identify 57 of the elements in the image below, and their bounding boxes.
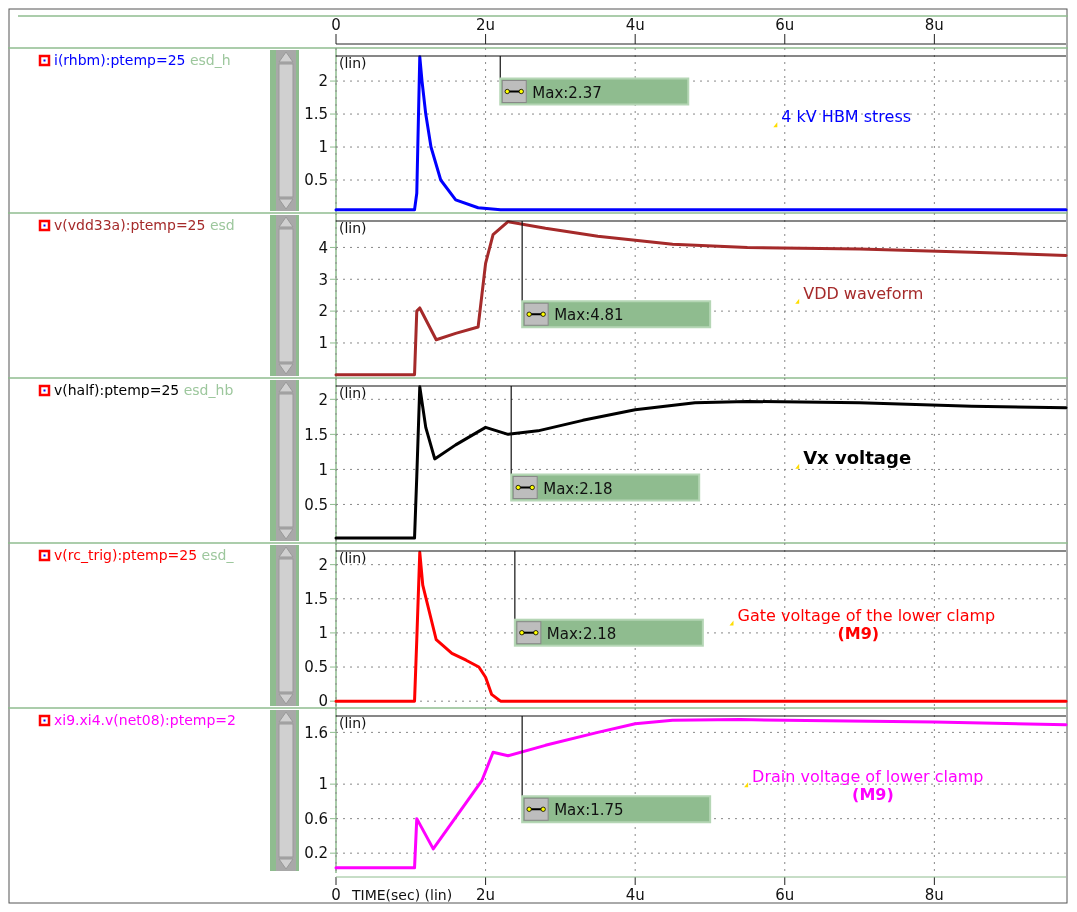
- line-series: [334, 220, 1068, 377]
- line-series: [334, 55, 1068, 212]
- y-tick-label: 4: [318, 238, 328, 257]
- x-tick-label: 0: [331, 886, 341, 904]
- y-tick-label: 2: [318, 390, 328, 409]
- x-tick-label: 2u: [476, 886, 496, 904]
- legend-label: i(rhbm):ptemp=25 esd_h: [54, 52, 231, 68]
- y-axis-title: (lin): [339, 550, 367, 566]
- annotation: Max:1.75: [554, 801, 624, 820]
- y-tick-label: 0.5: [304, 658, 328, 677]
- y-tick-label: 3: [318, 270, 328, 289]
- annotation: Max:2.18: [543, 479, 613, 498]
- text: v(vdd33a):ptemp=25 esd: [54, 217, 235, 233]
- y-tick-label: 1: [318, 460, 328, 479]
- line-series: [334, 717, 1068, 870]
- y-tick-label: 0.5: [304, 171, 328, 190]
- y-tick-label: 0.5: [304, 495, 328, 514]
- line-series: [334, 550, 1068, 703]
- y-tick-label: 1.5: [304, 425, 328, 444]
- x2-tick-label: 8u: [924, 16, 944, 34]
- annotation: Max:2.37: [532, 83, 602, 102]
- annotation: 4 kV HBM stress: [781, 107, 912, 127]
- text: v(half):ptemp=25 esd_hb: [54, 382, 234, 398]
- y-tick-label: 1: [318, 775, 328, 794]
- y-tick-label: 1.5: [304, 105, 328, 124]
- y-tick-label: 1: [318, 624, 328, 643]
- x-tick-label: 6u: [775, 886, 795, 904]
- line-series: [334, 385, 1068, 540]
- annotation: Drain voltage of lower clamp (M9): [752, 767, 984, 805]
- x2-tick-label: 2u: [476, 16, 496, 34]
- y-tick-label: 0: [318, 692, 328, 711]
- x2-tick-label: 6u: [775, 16, 795, 34]
- annotation: Max:2.18: [546, 624, 617, 643]
- y-tick-label: 0.2: [304, 844, 328, 863]
- y-tick-label: 0.6: [304, 809, 328, 828]
- annotation: VDD waveform: [803, 283, 924, 303]
- x2-tick-label: 0: [331, 16, 341, 34]
- x-tick-label: 4u: [625, 886, 645, 904]
- y-axis-title: (lin): [339, 385, 367, 401]
- y-tick-label: 2: [318, 72, 328, 91]
- y-tick-label: 1: [318, 138, 328, 157]
- y-tick-label: 1.6: [304, 723, 328, 742]
- x-axis-title: TIME(sec) (lin): [351, 887, 453, 903]
- annotation: Vx voltage: [803, 446, 912, 468]
- y-axis-title: (lin): [339, 55, 367, 71]
- annotation: Max:4.81: [554, 306, 624, 325]
- x2-tick-label: 4u: [625, 16, 645, 34]
- y-tick-label: 2: [318, 555, 328, 574]
- x-tick-label: 8u: [924, 886, 944, 904]
- y-tick-label: 1: [318, 334, 328, 353]
- text: xi9.xi4.v(net08):ptemp=2: [54, 712, 236, 728]
- legend-label: v(rc_trig):ptemp=25 esd_: [54, 547, 235, 563]
- y-tick-label: 1.5: [304, 590, 328, 609]
- annotation: Gate voltage of the lower clamp (M9): [737, 605, 996, 643]
- y-tick-label: 2: [318, 302, 328, 321]
- y-axis-title: (lin): [339, 715, 367, 731]
- y-axis-title: (lin): [339, 220, 367, 236]
